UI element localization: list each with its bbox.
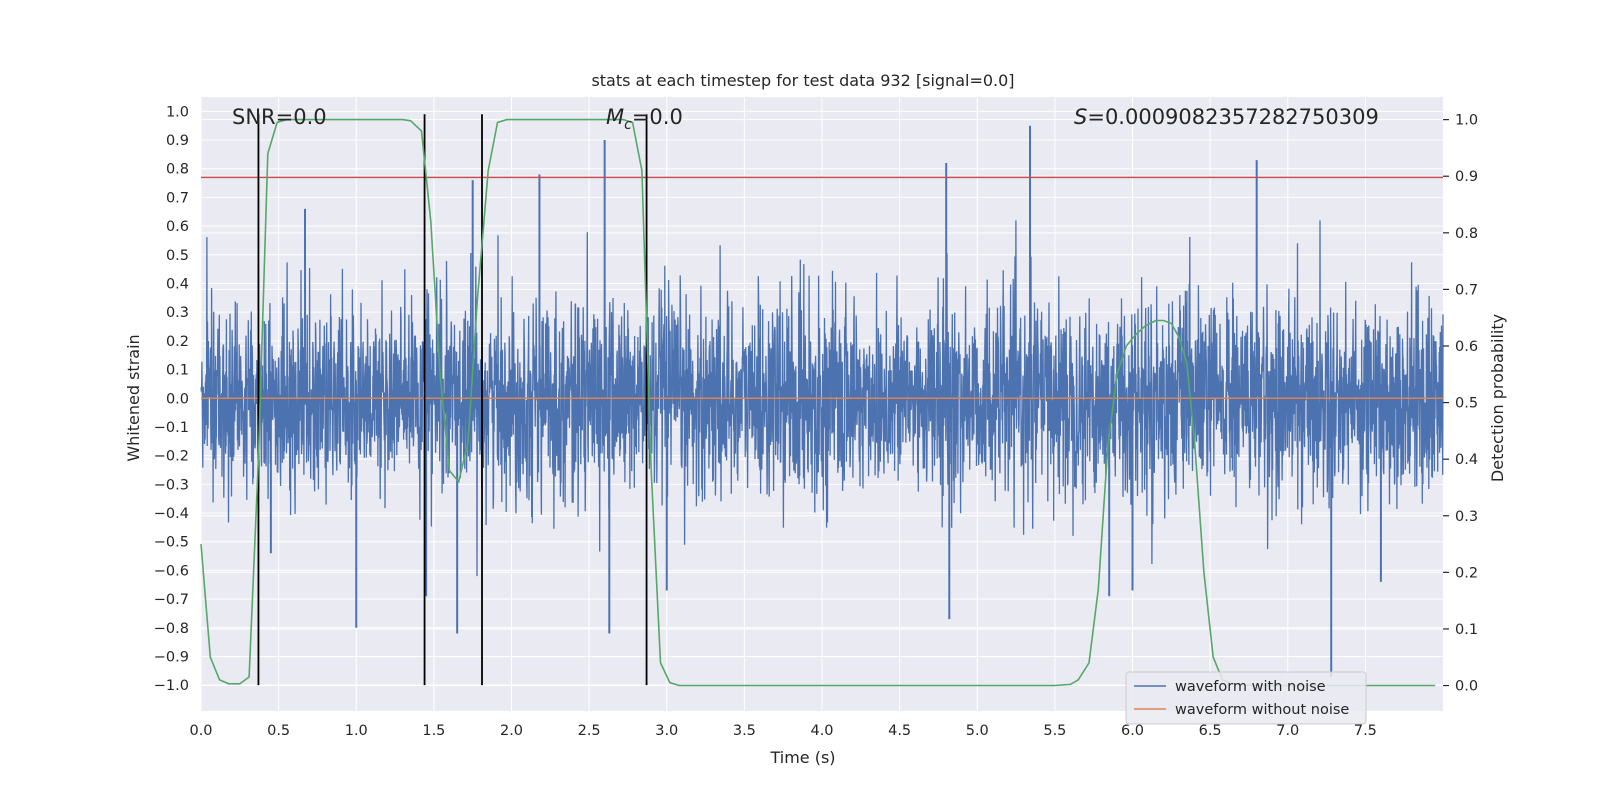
right-y-tick-label: 0.2 — [1455, 565, 1478, 581]
right-y-tick-label: 0.1 — [1455, 622, 1478, 638]
left-y-tick-label: −0.3 — [154, 477, 189, 493]
x-tick-label: 6.5 — [1199, 723, 1222, 739]
vertical-markers — [257, 114, 648, 686]
plot-area — [200, 114, 1444, 687]
x-tick-label: 3.5 — [733, 723, 756, 739]
chirp-mass-symbol: M — [606, 105, 624, 129]
right-y-tick-label: 0.0 — [1455, 679, 1478, 695]
s-value: =0.0009082357282750309 — [1087, 105, 1379, 129]
left-y-tick-label: −0.9 — [154, 649, 189, 665]
left-y-axis-label: Whitened strain — [124, 334, 143, 461]
left-y-tick-label: 0.4 — [166, 276, 189, 292]
right-y-tick-label: 0.7 — [1455, 282, 1478, 298]
left-y-tick-label: 0.9 — [166, 133, 189, 149]
left-y-tick-label: 0.8 — [166, 162, 189, 178]
x-tick-label: 7.0 — [1276, 723, 1299, 739]
legend: waveform with noise waveform without noi… — [1125, 671, 1367, 725]
left-y-tick-label: −0.6 — [154, 563, 189, 579]
chirp-mass-value: =0.0 — [632, 105, 683, 129]
right-y-axis-label: Detection probability — [1488, 314, 1507, 482]
x-tick-label: 2.0 — [500, 723, 523, 739]
left-y-tick-label: −0.8 — [154, 621, 189, 637]
x-tick-label: 7.5 — [1354, 723, 1377, 739]
chirp-mass-subscript: c — [624, 117, 632, 133]
x-tick-label: 4.0 — [810, 723, 833, 739]
right-y-tick-label: 0.3 — [1455, 509, 1478, 525]
left-y-tick-label: −0.5 — [154, 535, 189, 551]
left-y-tick-label: 0.1 — [166, 363, 189, 379]
x-tick-label: 3.0 — [655, 723, 678, 739]
right-y-tick-label: 0.5 — [1455, 396, 1478, 412]
left-y-tick-label: 0.5 — [166, 248, 189, 264]
left-y-tick-label: 0.6 — [166, 219, 189, 235]
right-y-tick-label: 1.0 — [1455, 113, 1478, 129]
left-y-tick-label: −0.7 — [154, 592, 189, 608]
left-y-axis-ticks: 1.0 0.9 0.8 0.7 0.6 0.5 0.4 0.3 0.2 0.1 0.0 −0.1 −0.… — [154, 104, 189, 694]
right-y-tick-label: 0.8 — [1455, 226, 1478, 242]
x-tick-label: 5.0 — [966, 723, 989, 739]
x-tick-label: 0.0 — [189, 723, 212, 739]
right-y-tick-label: 0.6 — [1455, 339, 1478, 355]
snr-annotation: SNR=0.0 — [232, 105, 327, 129]
x-tick-label: 5.5 — [1043, 723, 1066, 739]
right-y-axis-ticks: 1.0 0.9 0.8 0.7 0.6 0.5 0.4 0.3 0.2 0.1 0.0 — [1443, 113, 1478, 695]
left-y-tick-label: 0.3 — [166, 305, 189, 321]
right-y-tick-label: 0.9 — [1455, 169, 1478, 185]
noise-series-line — [200, 220, 1444, 577]
x-tick-label: 2.5 — [578, 723, 601, 739]
probability-series-line — [200, 118, 1436, 687]
x-axis-label: Time (s) — [769, 748, 835, 767]
legend-entry-clean: waveform without noise — [1175, 702, 1349, 718]
x-tick-label: 4.5 — [888, 723, 911, 739]
chart-title: stats at each timestep for test data 932… — [591, 71, 1014, 90]
x-tick-label: 0.5 — [267, 723, 290, 739]
noise-spikes — [269, 125, 1382, 677]
x-tick-label: 6.0 — [1121, 723, 1144, 739]
x-tick-label: 1.0 — [345, 723, 368, 739]
left-y-tick-label: −0.2 — [154, 449, 189, 465]
x-tick-label: 1.5 — [422, 723, 445, 739]
left-y-tick-label: 0.0 — [166, 391, 189, 407]
left-y-tick-label: 0.2 — [166, 334, 189, 350]
left-y-tick-label: 0.7 — [166, 190, 189, 206]
left-y-tick-label: 1.0 — [166, 104, 189, 120]
left-y-tick-label: −0.1 — [154, 420, 189, 436]
left-y-tick-label: −0.4 — [154, 506, 189, 522]
legend-entry-noise: waveform with noise — [1175, 679, 1326, 695]
chirp-mass-annotation: Mc=0.0 — [606, 105, 683, 133]
right-y-tick-label: 0.4 — [1455, 452, 1478, 468]
s-annotation: S=0.0009082357282750309 — [1074, 105, 1379, 129]
legend-box — [1125, 671, 1367, 725]
left-y-tick-label: −1.0 — [154, 678, 189, 694]
x-axis-ticks: 0.0 0.5 1.0 1.5 2.0 2.5 3.0 3.5 4.0 4.5 5.0 5.5 6.0 6… — [189, 723, 1376, 739]
s-symbol: S — [1074, 105, 1087, 129]
